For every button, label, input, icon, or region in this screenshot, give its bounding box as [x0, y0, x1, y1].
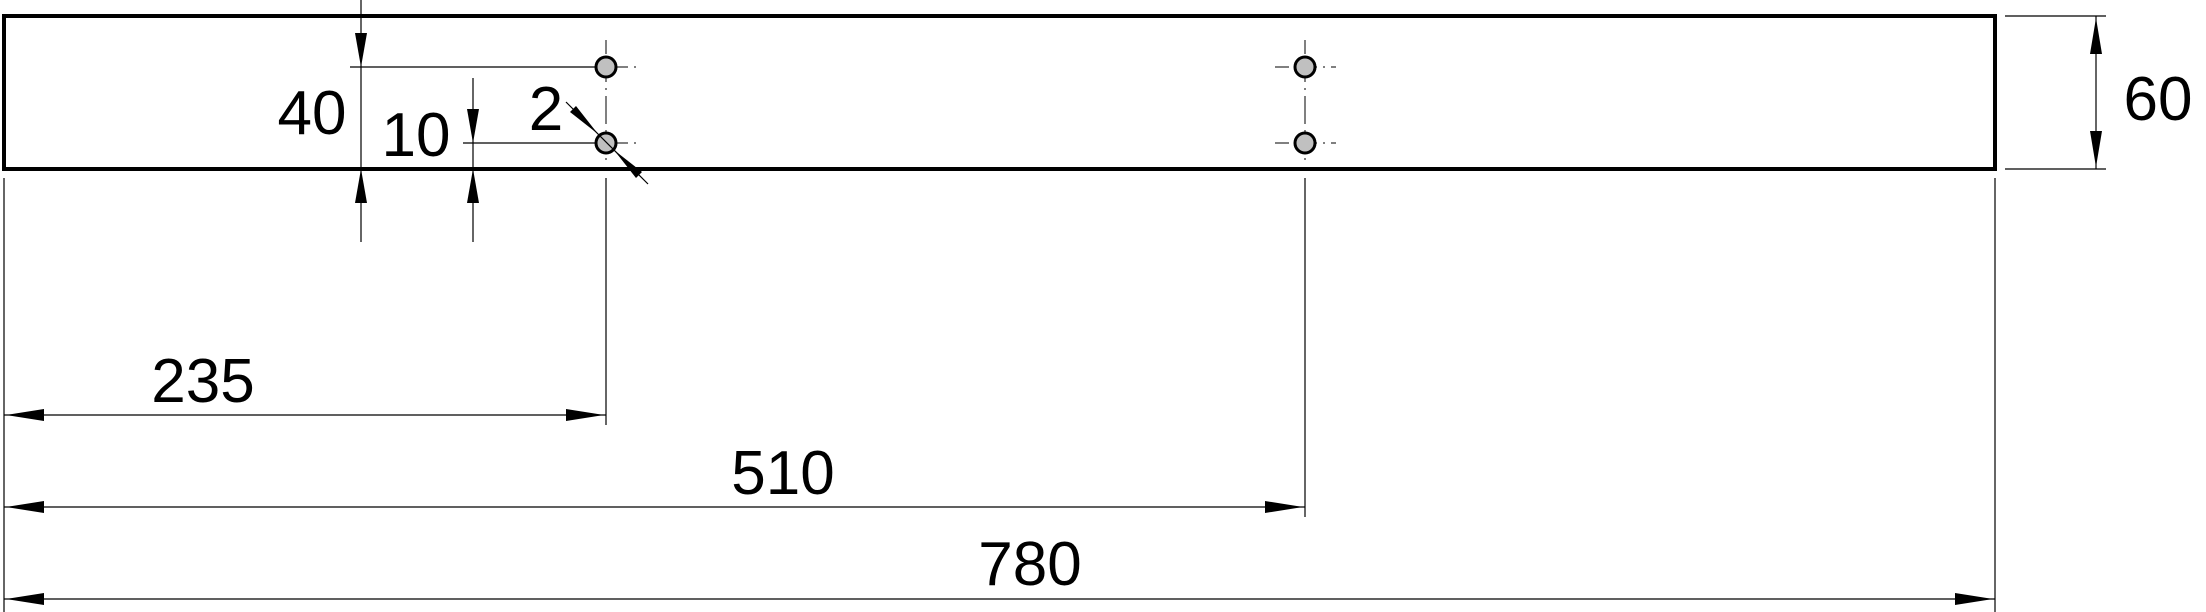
dimension-40: 40 [278, 0, 596, 242]
dimension-780: 780 [4, 530, 1995, 605]
dimension-60-label: 60 [2124, 65, 2193, 134]
hole-top-right [1275, 40, 1336, 110]
hole-bottom-left [586, 110, 637, 165]
dimension-2-label: 2 [529, 75, 563, 144]
dimension-780-label: 780 [978, 530, 1081, 599]
dimension-10-label: 10 [382, 101, 451, 170]
dimension-60: 60 [2005, 15, 2193, 170]
hole-bottom-right [1275, 110, 1336, 165]
extension-lines [3, 178, 1996, 612]
dimension-510: 510 [4, 439, 1305, 513]
dimension-2: 2 [529, 75, 649, 185]
hole-group [586, 40, 1336, 165]
hole-top-left [586, 40, 637, 110]
dimension-10: 10 [382, 78, 596, 242]
board-outline [2, 14, 1997, 171]
dimension-40-label: 40 [278, 79, 347, 148]
dimension-235: 235 [4, 347, 606, 421]
dimension-510-label: 510 [731, 439, 834, 508]
dimension-235-label: 235 [151, 347, 254, 416]
